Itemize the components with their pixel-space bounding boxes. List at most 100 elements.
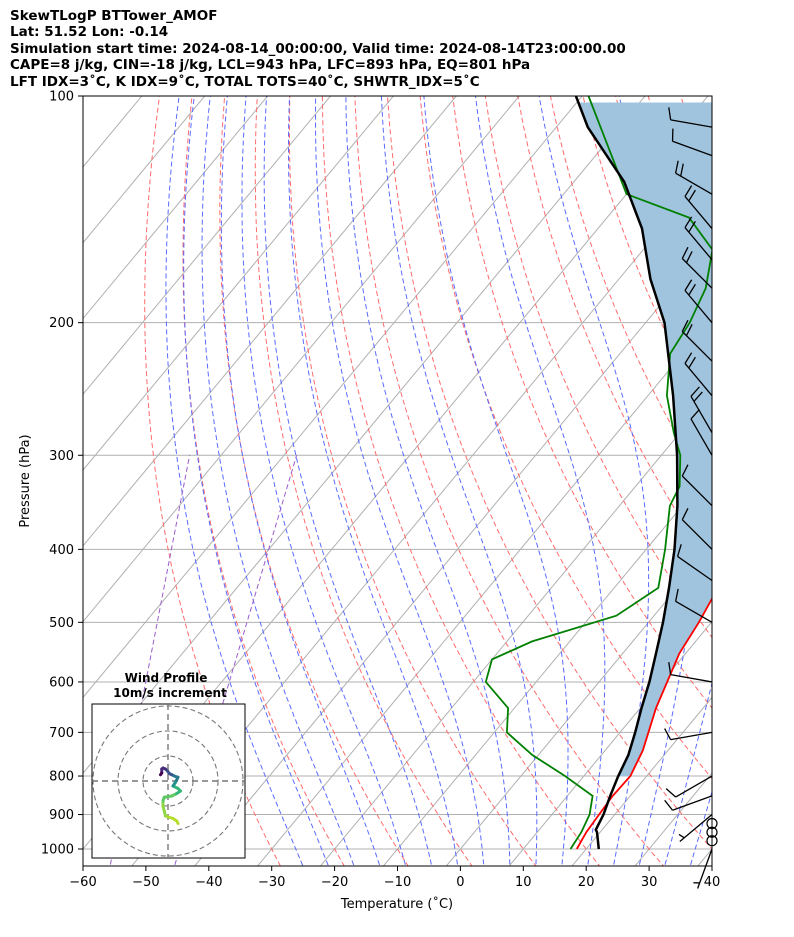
isotherm [445, 545, 712, 866]
wind-barb [681, 464, 713, 507]
wind-barb [690, 409, 713, 456]
hodograph-title: Wind Profile [125, 671, 208, 685]
moist-adiabat [220, 96, 381, 866]
chart-header: SkewTLogP BTTower_AMOF Lat: 51.52 Lon: -… [10, 8, 626, 90]
y-tick-label: 500 [49, 616, 74, 631]
wind-barb [665, 775, 713, 798]
y-tick-label: 400 [49, 543, 74, 558]
y-tick-label: 200 [49, 316, 74, 331]
x-tick-label: 20 [578, 875, 595, 890]
cape-shading [578, 102, 712, 777]
title-line-2: Lat: 51.52 Lon: -0.14 [10, 24, 169, 41]
dry-adiabat [254, 96, 473, 866]
wind-barb [690, 386, 713, 434]
cape-area [578, 102, 712, 777]
title-line-1: SkewTLogP BTTower_AMOF [10, 8, 218, 24]
moist-adiabat [423, 96, 569, 866]
isotherm [508, 620, 712, 866]
isotherm [83, 96, 269, 320]
moist-adiabat [711, 79, 794, 880]
title-line-4: CAPE=8 j/kg, CIN=-18 j/kg, LCL=943 hPa, … [10, 57, 531, 74]
y-tick-label: 600 [49, 675, 74, 690]
dry-adiabat [517, 96, 712, 568]
wind-barb [681, 508, 713, 550]
title-line-5: LFT IDX=3˚C, K IDX=9˚C, TOTAL TOTS=40˚C,… [10, 73, 480, 90]
x-tick-label: −10 [384, 875, 411, 890]
dry-adiabat [484, 96, 712, 639]
y-axis-label: Pressure (hPa) [18, 434, 33, 527]
isotherm [83, 96, 206, 244]
moist-adiabat [263, 96, 433, 866]
dry-adiabat [219, 96, 409, 866]
y-tick-label: 700 [49, 726, 74, 741]
dry-adiabat [321, 96, 601, 866]
y-tick-label: 100 [49, 90, 74, 105]
wind-barb [671, 128, 713, 157]
wind-barb [678, 814, 713, 843]
wind-barb [664, 795, 713, 811]
dry-adiabat [144, 96, 282, 866]
moist-adiabat [474, 96, 606, 866]
moist-adiabat [288, 96, 459, 866]
hodograph-plot [92, 704, 245, 858]
isotherm [256, 317, 712, 866]
temperature-line [576, 596, 712, 850]
isotherm [83, 96, 583, 699]
wind-barb [676, 544, 713, 582]
moist-adiabat [345, 96, 511, 866]
wind-barbs [664, 107, 718, 889]
dry-adiabat [354, 96, 665, 866]
adiabat-lines [109, 79, 794, 880]
y-tick-label: 1000 [41, 843, 74, 858]
wind-barb [674, 160, 713, 195]
moist-adiabat [538, 96, 650, 866]
wind-barb [664, 728, 713, 741]
y-tick-label: 800 [49, 770, 74, 785]
moist-adiabat [241, 96, 407, 866]
wind-barb [684, 185, 713, 230]
isotherm [83, 96, 395, 471]
isotherm [83, 96, 332, 396]
moist-adiabat [380, 96, 538, 866]
wind-barb [681, 246, 713, 289]
x-tick-label: −30 [258, 875, 285, 890]
dry-adiabat [288, 96, 537, 866]
moist-adiabat [165, 96, 304, 866]
dry-adiabat [779, 96, 794, 880]
moist-adiabat [315, 96, 485, 866]
y-tick-label: 300 [49, 449, 74, 464]
x-tick-label: 30 [641, 875, 658, 890]
hodograph-segment [159, 771, 164, 777]
dry-adiabat [419, 96, 712, 780]
x-tick-label: 10 [515, 875, 532, 890]
x-tick-label: 0 [456, 875, 464, 890]
dry-adiabat [387, 96, 712, 850]
wind-barb [684, 279, 713, 324]
parcel-line [574, 96, 679, 850]
isotherm [83, 96, 458, 547]
x-tick-label: 40 [704, 875, 721, 890]
moist-adiabat [183, 96, 329, 866]
dry-adiabat [452, 96, 712, 709]
title-line-3: Simulation start time: 2024-08-14_00:00:… [10, 40, 626, 57]
wind-barb [681, 319, 713, 362]
axis-ticks: −60 −50 −40 −30 −20 −10 0 10 20 30 40 100 200 300 400 5… [41, 90, 720, 891]
isotherm [83, 96, 520, 623]
wind-barb [674, 588, 713, 623]
moist-adiabat [201, 96, 355, 866]
wind-barb [684, 352, 713, 397]
y-tick-label: 900 [49, 808, 74, 823]
isotherm [382, 469, 712, 866]
wind-barb [684, 216, 713, 261]
isotherm [194, 241, 712, 866]
wind-barb [668, 107, 713, 128]
profile-lines [484, 96, 712, 850]
dry-adiabat [746, 96, 794, 880]
dry-adiabat [713, 96, 794, 880]
hodograph-inset: Wind Profile 10m/s increment [91, 671, 246, 859]
isotherm [571, 696, 712, 866]
dry-adiabat [182, 96, 345, 866]
x-tick-label: −60 [69, 875, 96, 890]
isotherm [319, 393, 712, 866]
